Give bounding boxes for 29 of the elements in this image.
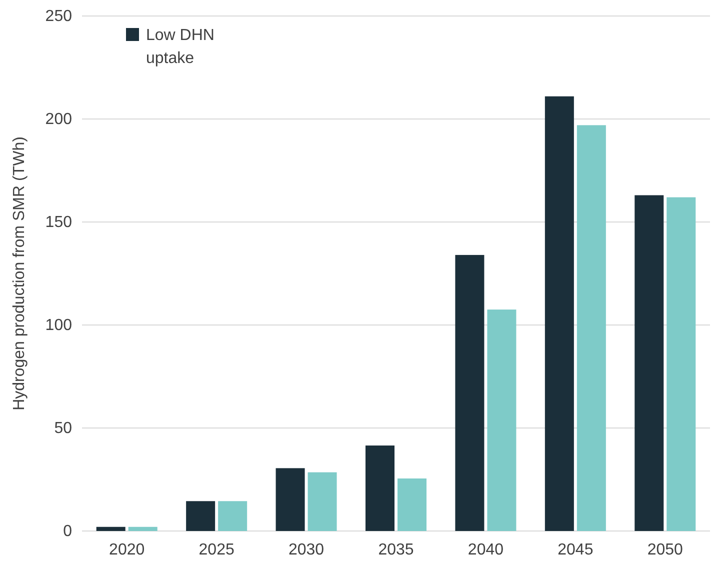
bar xyxy=(308,472,337,531)
bar xyxy=(666,197,696,531)
bar xyxy=(128,526,158,531)
x-tick-label: 2020 xyxy=(109,541,145,558)
y-tick-label: 100 xyxy=(45,317,72,334)
bar xyxy=(186,501,216,531)
y-tick-label: 250 xyxy=(45,8,72,26)
bar xyxy=(544,96,574,531)
y-tick-label: 200 xyxy=(45,111,72,128)
y-tick-label: 150 xyxy=(45,214,72,232)
x-tick-label: 2045 xyxy=(558,541,594,558)
x-tick-label: 2040 xyxy=(468,541,504,558)
bar xyxy=(96,526,126,531)
bar xyxy=(218,501,248,531)
legend-label: Low DHN uptake xyxy=(146,27,214,67)
bar xyxy=(487,310,516,531)
x-tick-label: 2025 xyxy=(198,541,234,558)
bar xyxy=(455,254,484,531)
y-tick-label: 0 xyxy=(63,523,72,540)
bar xyxy=(398,478,427,531)
y-tick-label: 50 xyxy=(54,420,72,438)
bar xyxy=(365,446,394,531)
x-tick-label: 2030 xyxy=(288,541,324,558)
x-tick-label: 2035 xyxy=(378,541,414,558)
bar xyxy=(634,195,664,531)
x-tick-label: 2050 xyxy=(647,541,684,558)
y-axis-title: Hydrogen production from SMR (TWh) xyxy=(11,136,28,410)
bar xyxy=(276,468,305,531)
bar xyxy=(576,125,606,531)
